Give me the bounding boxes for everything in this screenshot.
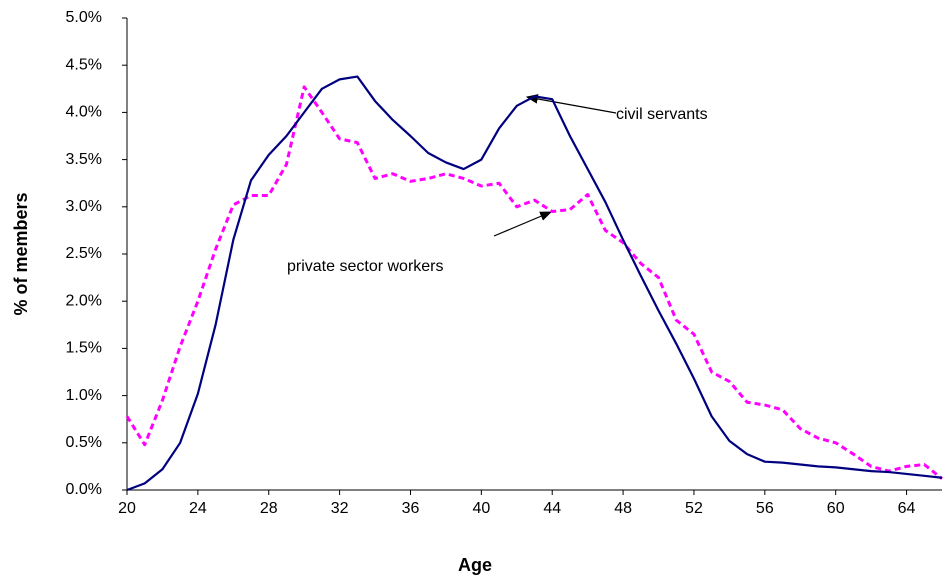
y-tick-label: 4.0% [66,104,102,121]
y-tick-label: 2.0% [66,292,102,309]
annotation: civil servants [616,106,708,123]
x-tick-label: 64 [898,500,916,517]
x-tick-label: 40 [472,500,490,517]
y-tick-label: 1.0% [66,387,102,404]
annotation: private sector workers [287,258,444,275]
line-series [126,75,943,492]
x-tick-label: 60 [827,500,845,517]
y-tick-label: 3.0% [66,198,102,215]
x-tick-label: 32 [331,500,349,517]
y-tick-label: 4.5% [66,56,102,73]
x-tick-label: 20 [118,500,136,517]
x-tick-label: 24 [189,500,207,517]
x-axis-title: Age [458,555,492,575]
annotation-arrow [493,211,553,237]
x-tick-label: 56 [756,500,774,517]
x-tick-label: 52 [685,500,703,517]
y-tick-label: 5.0% [66,9,102,26]
x-tick-label: 44 [543,500,561,517]
y-tick-label: 3.5% [66,151,102,168]
x-tick-label: 28 [260,500,278,517]
y-tick-label: 1.5% [66,340,102,357]
y-tick-label: 2.5% [66,245,102,262]
line-series [125,85,943,480]
x-tick-label: 48 [614,500,632,517]
y-axis-title: % of members [11,192,31,315]
x-tick-label: 36 [402,500,420,517]
y-tick-label: 0.0% [66,481,102,498]
annotation-arrow [525,94,617,114]
y-tick-label: 0.5% [66,434,102,451]
